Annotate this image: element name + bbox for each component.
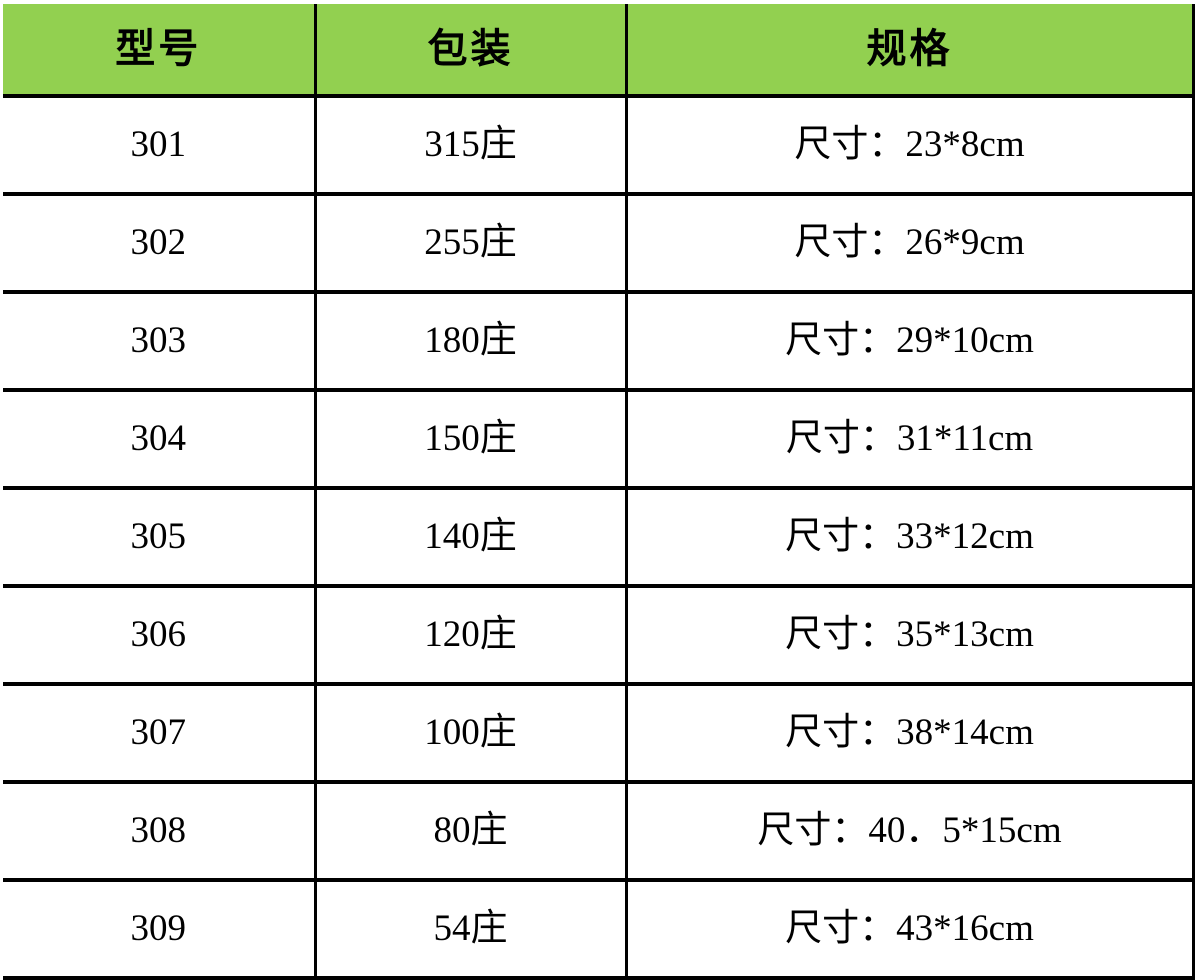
cell-packaging: 120庄	[313, 586, 628, 686]
table-row: 304 150庄 尺寸：31*11cm	[3, 390, 1195, 490]
cell-packaging: 180庄	[313, 292, 628, 392]
cell-specification: 尺寸：29*10cm	[624, 292, 1195, 392]
cell-model: 305	[3, 488, 317, 588]
cell-specification: 尺寸：38*14cm	[624, 684, 1195, 784]
cell-packaging: 255庄	[313, 194, 628, 294]
table-row: 302 255庄 尺寸：26*9cm	[3, 194, 1195, 294]
table-header: 型号 包装 规格	[3, 4, 1195, 98]
table-body: 301 315庄 尺寸：23*8cm 302 255庄 尺寸：26*9cm 30…	[3, 96, 1195, 980]
cell-packaging: 315庄	[313, 96, 628, 196]
specification-table: 型号 包装 规格 301 315庄 尺寸：23*8cm 302 255庄 尺寸：…	[3, 4, 1195, 980]
cell-model: 308	[3, 782, 317, 882]
cell-model: 303	[3, 292, 317, 392]
cell-model: 304	[3, 390, 317, 490]
cell-packaging: 80庄	[313, 782, 628, 882]
cell-model: 301	[3, 96, 317, 196]
cell-specification: 尺寸：31*11cm	[624, 390, 1195, 490]
cell-model: 307	[3, 684, 317, 784]
cell-packaging: 150庄	[313, 390, 628, 490]
table-row: 308 80庄 尺寸：40．5*15cm	[3, 782, 1195, 882]
table-row: 305 140庄 尺寸：33*12cm	[3, 488, 1195, 588]
cell-specification: 尺寸：40．5*15cm	[624, 782, 1195, 882]
cell-model: 309	[3, 880, 317, 980]
table-row: 303 180庄 尺寸：29*10cm	[3, 292, 1195, 392]
cell-packaging: 54庄	[313, 880, 628, 980]
cell-model: 306	[3, 586, 317, 686]
column-header-specification: 规格	[624, 4, 1195, 98]
cell-specification: 尺寸：33*12cm	[624, 488, 1195, 588]
cell-packaging: 100庄	[313, 684, 628, 784]
cell-specification: 尺寸：35*13cm	[624, 586, 1195, 686]
column-header-packaging: 包装	[313, 4, 628, 98]
cell-specification: 尺寸：43*16cm	[624, 880, 1195, 980]
table-row: 301 315庄 尺寸：23*8cm	[3, 96, 1195, 196]
table-row: 309 54庄 尺寸：43*16cm	[3, 880, 1195, 980]
specification-table-container: 型号 包装 规格 301 315庄 尺寸：23*8cm 302 255庄 尺寸：…	[3, 4, 1195, 980]
header-row: 型号 包装 规格	[3, 4, 1195, 98]
cell-model: 302	[3, 194, 317, 294]
cell-specification: 尺寸：26*9cm	[624, 194, 1195, 294]
cell-packaging: 140庄	[313, 488, 628, 588]
column-header-model: 型号	[3, 4, 317, 98]
table-row: 307 100庄 尺寸：38*14cm	[3, 684, 1195, 784]
table-row: 306 120庄 尺寸：35*13cm	[3, 586, 1195, 686]
cell-specification: 尺寸：23*8cm	[624, 96, 1195, 196]
